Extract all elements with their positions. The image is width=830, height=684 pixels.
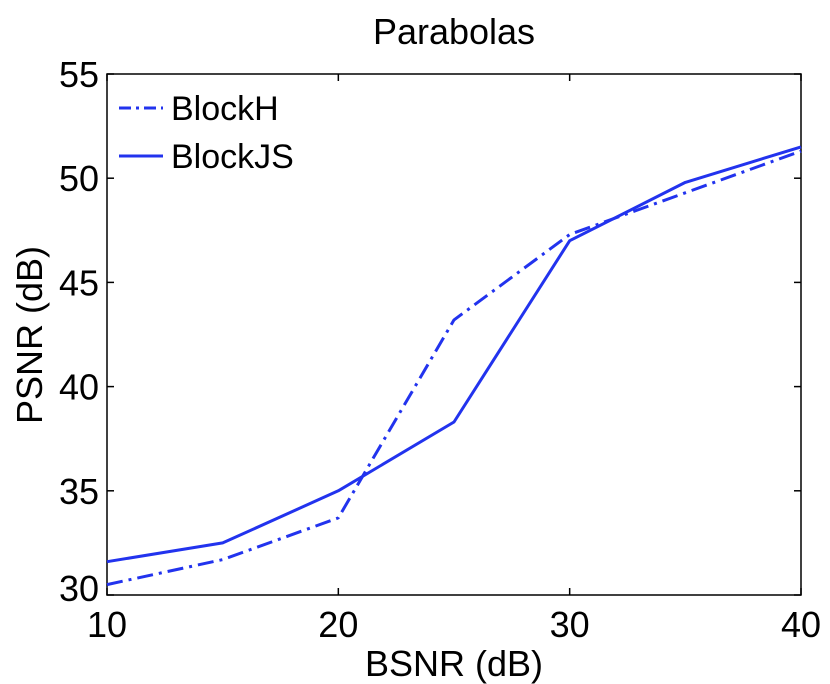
y-tick-label: 35: [59, 471, 99, 512]
x-axis-label: BSNR (dB): [365, 643, 543, 684]
x-tick-label: 20: [318, 604, 358, 645]
y-tick-label: 50: [59, 158, 99, 199]
y-tick-label: 55: [59, 54, 99, 95]
series-line-blockh: [106, 149, 802, 587]
plot-area: [106, 73, 802, 596]
legend-label-blockjs: BlockJS: [171, 138, 294, 176]
x-tick-label: 30: [550, 604, 590, 645]
legend: BlockH BlockJS: [119, 90, 294, 176]
legend-label-blockh: BlockH: [171, 90, 279, 128]
chart-title: Parabolas: [373, 11, 535, 52]
y-tick-label: 40: [59, 367, 99, 408]
y-tick-label: 45: [59, 262, 99, 303]
x-tick-label: 40: [781, 604, 821, 645]
tick-layer: 10 20 30 40 30 35 40 45 50 55: [59, 54, 821, 645]
series-layer: [106, 145, 802, 587]
plot-frame: [106, 73, 802, 596]
x-tick-label: 10: [87, 604, 127, 645]
y-axis-label: PSNR (dB): [9, 246, 50, 424]
series-line-blockjs: [106, 145, 802, 564]
y-tick-label: 30: [59, 568, 99, 609]
